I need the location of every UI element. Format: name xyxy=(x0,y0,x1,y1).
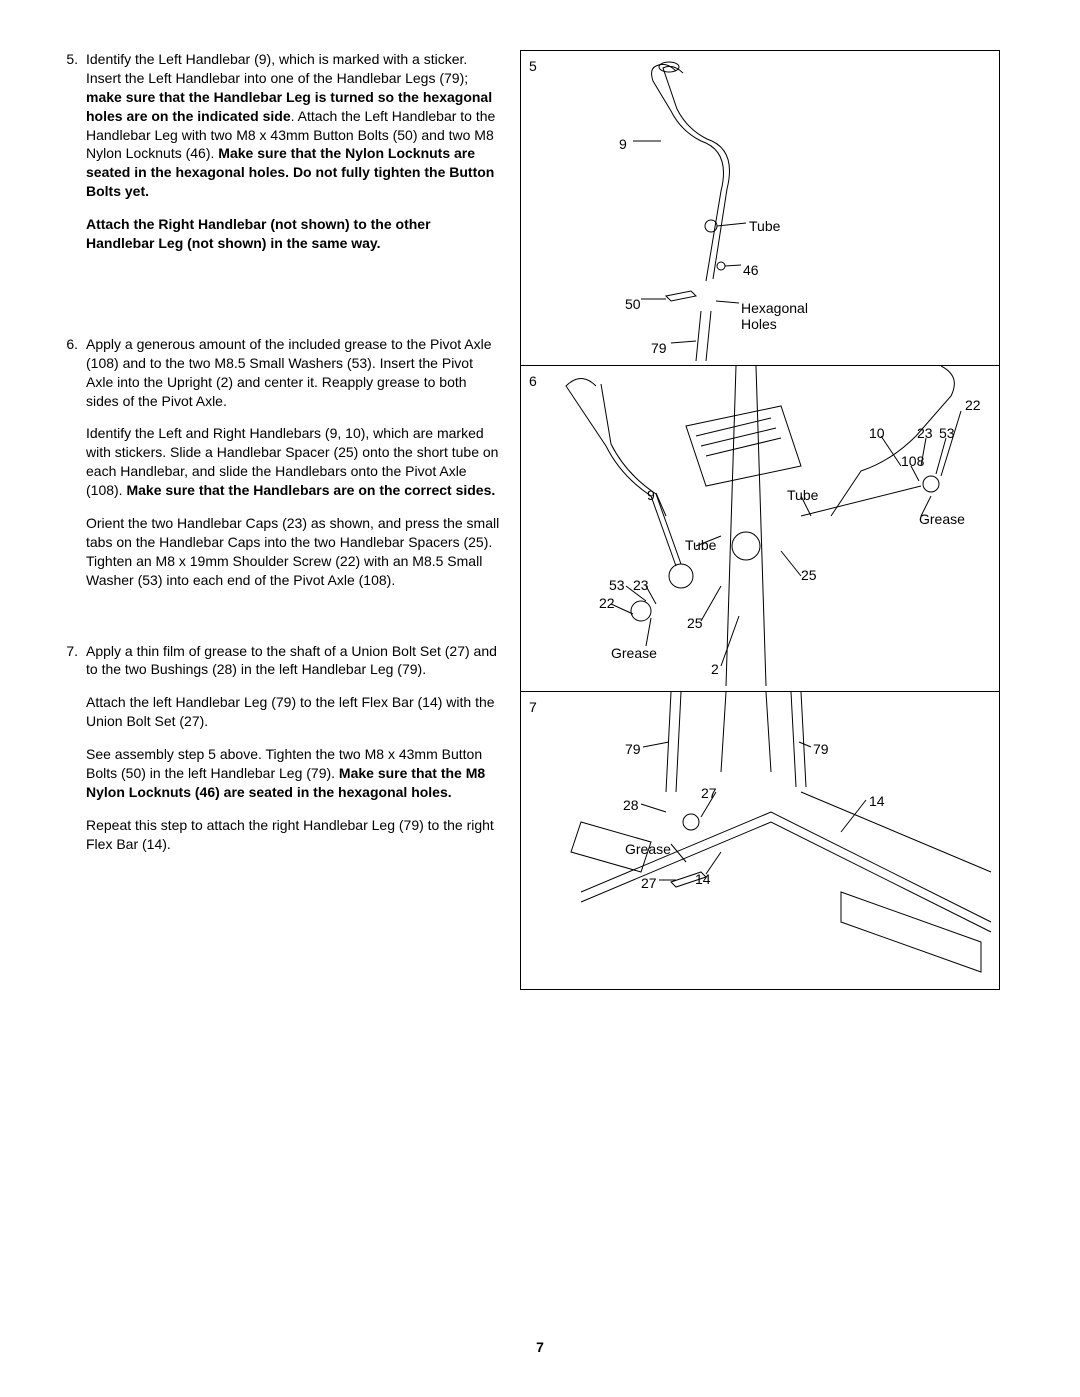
callout-label: 28 xyxy=(623,796,639,815)
step-paragraph: Apply a thin film of grease to the shaft… xyxy=(86,642,500,680)
panel-number: 5 xyxy=(529,57,537,76)
callout-label: 108 xyxy=(901,452,924,471)
callout-label: Holes xyxy=(741,315,777,334)
figure-7: 7 79 79 27 14 28 Grease 14 27 xyxy=(520,692,1000,990)
step-paragraph: See assembly step 5 above. Tighten the t… xyxy=(86,745,500,802)
text-run-bold: Make sure that the Handlebars are on the… xyxy=(126,482,495,498)
figure-6: 6 22 10 23 53 108 9 Tube Grease Tube 53 … xyxy=(520,366,1000,692)
text-run: Apply a thin film of grease to the shaft… xyxy=(86,643,497,678)
callout-label: 46 xyxy=(743,261,759,280)
callout-label: 27 xyxy=(641,874,657,893)
figure-column: 5 9 Tube 46 50 Hexagonal Holes 79 xyxy=(520,50,1000,990)
callout-label: 2 xyxy=(711,660,719,679)
callout-label: 22 xyxy=(599,594,615,613)
callout-label: Grease xyxy=(625,840,671,859)
step-paragraph: Identify the Left and Right Handlebars (… xyxy=(86,424,500,500)
callout-label: 79 xyxy=(651,339,667,358)
panel-number: 7 xyxy=(529,698,537,717)
callout-label: 14 xyxy=(695,870,711,889)
callout-label: Tube xyxy=(685,536,716,555)
callout-label: 50 xyxy=(625,295,641,314)
callout-label: 53 xyxy=(609,576,625,595)
callout-label: 25 xyxy=(801,566,817,585)
callout-label: 22 xyxy=(965,396,981,415)
text-run: Orient the two Handlebar Caps (23) as sh… xyxy=(86,515,499,588)
callout-label: 79 xyxy=(813,740,829,759)
callout-label: 23 xyxy=(633,576,649,595)
step-body: Apply a thin film of grease to the shaft… xyxy=(86,642,500,868)
page-number: 7 xyxy=(0,1338,1080,1357)
text-run: Identify the Left Handlebar (9), which i… xyxy=(86,51,468,86)
page-content: 5. Identify the Left Handlebar (9), whic… xyxy=(60,50,1020,990)
callout-label: 9 xyxy=(619,135,627,154)
step-7: 7. Apply a thin film of grease to the sh… xyxy=(60,642,500,868)
callout-label: 79 xyxy=(625,740,641,759)
figure-5: 5 9 Tube 46 50 Hexagonal Holes 79 xyxy=(520,50,1000,366)
step-paragraph: Orient the two Handlebar Caps (23) as sh… xyxy=(86,514,500,590)
callout-label: 27 xyxy=(701,784,717,803)
text-run: Apply a generous amount of the included … xyxy=(86,336,492,409)
step-paragraph: Apply a generous amount of the included … xyxy=(86,335,500,411)
callout-label: 9 xyxy=(647,486,655,505)
step-body: Apply a generous amount of the included … xyxy=(86,335,500,604)
step-num: 6. xyxy=(60,335,86,604)
callout-label: Grease xyxy=(919,510,965,529)
step-paragraph: Repeat this step to attach the right Han… xyxy=(86,816,500,854)
callout-label: 25 xyxy=(687,614,703,633)
step-paragraph: Attach the left Handlebar Leg (79) to th… xyxy=(86,693,500,731)
callout-label: 53 xyxy=(939,424,955,443)
step-5: 5. Identify the Left Handlebar (9), whic… xyxy=(60,50,500,267)
step-body: Identify the Left Handlebar (9), which i… xyxy=(86,50,500,267)
figure-7-svg xyxy=(521,692,1001,990)
figure-6-svg xyxy=(521,366,1001,692)
step-num: 7. xyxy=(60,642,86,868)
instruction-column: 5. Identify the Left Handlebar (9), whic… xyxy=(60,50,500,990)
step-num: 5. xyxy=(60,50,86,267)
step-paragraph: Identify the Left Handlebar (9), which i… xyxy=(86,50,500,201)
callout-label: 23 xyxy=(917,424,933,443)
text-run-bold: Attach the Right Handlebar (not shown) t… xyxy=(86,216,431,251)
text-run: Repeat this step to attach the right Han… xyxy=(86,817,494,852)
text-run: Attach the left Handlebar Leg (79) to th… xyxy=(86,694,495,729)
step-paragraph: Attach the Right Handlebar (not shown) t… xyxy=(86,215,500,253)
callout-label: Tube xyxy=(787,486,818,505)
step-6: 6. Apply a generous amount of the includ… xyxy=(60,335,500,604)
callout-label: 14 xyxy=(869,792,885,811)
panel-number: 6 xyxy=(529,372,537,391)
callout-label: 10 xyxy=(869,424,885,443)
callout-label: Grease xyxy=(611,644,657,663)
callout-label: Tube xyxy=(749,217,780,236)
